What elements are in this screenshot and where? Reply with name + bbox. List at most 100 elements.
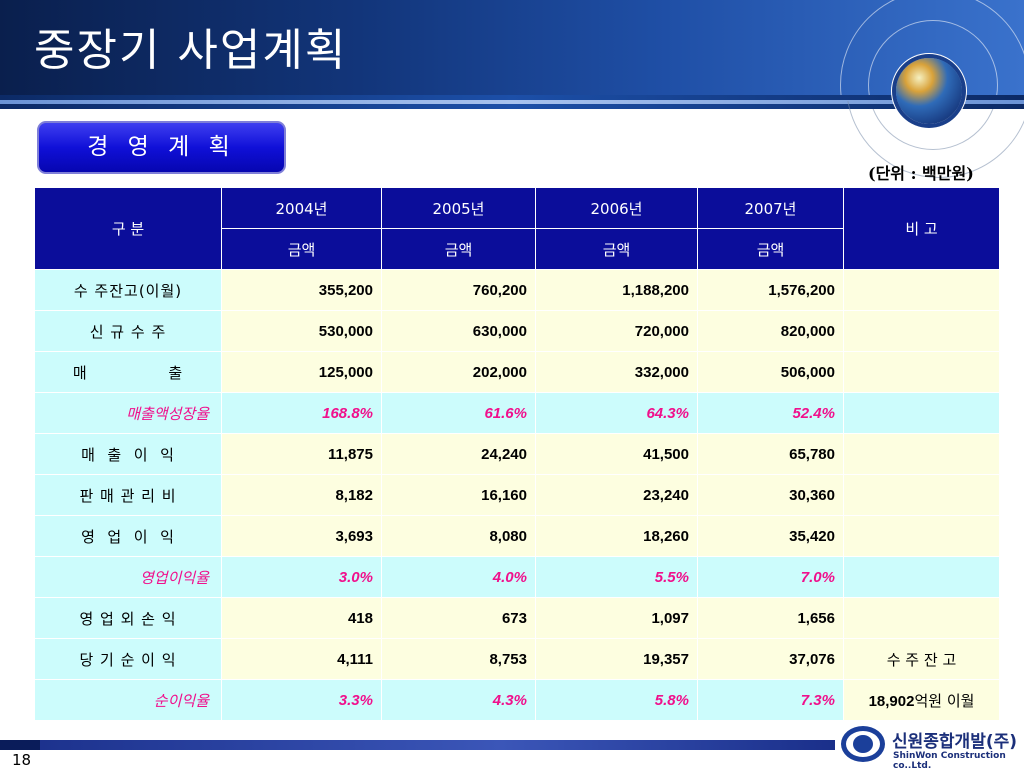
- page-title: 중장기 사업계획: [34, 25, 348, 76]
- note-header: 비 고: [843, 187, 1000, 270]
- value-cell: 19,357: [535, 638, 698, 680]
- header-stripe: [0, 100, 1024, 104]
- amount-header: 금액: [221, 228, 382, 270]
- section-label: 경 영 계 획: [37, 121, 286, 174]
- category-header: 구 분: [34, 187, 222, 270]
- header-band: [0, 95, 1024, 109]
- value-cell: 3,693: [221, 515, 382, 557]
- value-cell: 418: [221, 597, 382, 639]
- value-cell: 760,200: [381, 269, 536, 311]
- amount-header: 금액: [535, 228, 698, 270]
- value-cell: 506,000: [697, 351, 844, 393]
- value-cell: 8,753: [381, 638, 536, 680]
- note-cell: [843, 433, 1000, 475]
- row-label: 판 매 관 리 비: [34, 474, 222, 516]
- value-cell: 65,780: [697, 433, 844, 475]
- table-row: 신 규 수 주 530,000 630,000 720,000 820,000: [34, 310, 1000, 352]
- value-cell: 1,656: [697, 597, 844, 639]
- row-label: 순이익율: [34, 679, 222, 721]
- row-label: 영 업 외 손 익: [34, 597, 222, 639]
- value-cell: 720,000: [535, 310, 698, 352]
- note-cell: [843, 392, 1000, 434]
- row-label: 매출액성장율: [34, 392, 222, 434]
- unit-label: (단위 : 백만원): [868, 164, 974, 183]
- value-cell: 16,160: [381, 474, 536, 516]
- note-cell: [843, 597, 1000, 639]
- amount-header: 금액: [381, 228, 536, 270]
- globe-icon: [896, 58, 962, 124]
- value-cell: 8,080: [381, 515, 536, 557]
- value-cell: 3.0%: [221, 556, 382, 598]
- value-cell: 18,260: [535, 515, 698, 557]
- value-cell: 23,240: [535, 474, 698, 516]
- row-label: 매 출: [34, 351, 222, 393]
- note-cell: [843, 310, 1000, 352]
- table-row: 영 업 외 손 익 418 673 1,097 1,656: [34, 597, 1000, 639]
- table-row: 당 기 순 이 익 4,111 8,753 19,357 37,076 수 주 …: [34, 638, 1000, 680]
- value-cell: 52.4%: [697, 392, 844, 434]
- row-label: 수 주잔고(이월): [34, 269, 222, 311]
- note-cell: [843, 556, 1000, 598]
- year-header: 2004년: [221, 187, 382, 229]
- value-cell: 530,000: [221, 310, 382, 352]
- note-cell: 18,902억원 이월: [843, 679, 1000, 721]
- note-cell: [843, 515, 1000, 557]
- table-row: 수 주잔고(이월) 355,200 760,200 1,188,200 1,57…: [34, 269, 1000, 311]
- value-cell: 202,000: [381, 351, 536, 393]
- value-cell: 820,000: [697, 310, 844, 352]
- value-cell: 332,000: [535, 351, 698, 393]
- value-cell: 35,420: [697, 515, 844, 557]
- amount-header: 금액: [697, 228, 844, 270]
- value-cell: 37,076: [697, 638, 844, 680]
- value-cell: 3.3%: [221, 679, 382, 721]
- row-label: 신 규 수 주: [34, 310, 222, 352]
- footer-accent: [0, 740, 40, 750]
- value-cell: 5.8%: [535, 679, 698, 721]
- company-name-ko: 신원종합개발(주): [892, 732, 1018, 752]
- value-cell: 4,111: [221, 638, 382, 680]
- row-label: 매 출 이 익: [34, 433, 222, 475]
- table-row: 영 업 이 익 3,693 8,080 18,260 35,420: [34, 515, 1000, 557]
- value-cell: 5.5%: [535, 556, 698, 598]
- value-cell: 7.0%: [697, 556, 844, 598]
- footer-bar: [0, 740, 835, 750]
- year-header: 2007년: [697, 187, 844, 229]
- value-cell: 61.6%: [381, 392, 536, 434]
- value-cell: 1,576,200: [697, 269, 844, 311]
- value-cell: 673: [381, 597, 536, 639]
- note-amount: 18,902: [868, 692, 915, 710]
- value-cell: 30,360: [697, 474, 844, 516]
- value-cell: 125,000: [221, 351, 382, 393]
- table-row: 순이익율 3.3% 4.3% 5.8% 7.3% 18,902억원 이월: [34, 679, 1000, 721]
- value-cell: 24,240: [381, 433, 536, 475]
- value-cell: 8,182: [221, 474, 382, 516]
- note-text: 억원 이월: [914, 691, 975, 710]
- note-cell: 수 주 잔 고: [843, 638, 1000, 680]
- row-label: 당 기 순 이 익: [34, 638, 222, 680]
- title-banner: 중장기 사업계획: [0, 0, 1024, 95]
- company-name-en: ShinWon Construction co.,Ltd.: [893, 751, 1006, 768]
- value-cell: 7.3%: [697, 679, 844, 721]
- value-cell: 11,875: [221, 433, 382, 475]
- table-row: 매 출 이 익 11,875 24,240 41,500 65,780: [34, 433, 1000, 475]
- value-cell: 630,000: [381, 310, 536, 352]
- value-cell: 168.8%: [221, 392, 382, 434]
- value-cell: 4.0%: [381, 556, 536, 598]
- table-row: 판 매 관 리 비 8,182 16,160 23,240 30,360: [34, 474, 1000, 516]
- value-cell: 64.3%: [535, 392, 698, 434]
- row-label: 영업이익율: [34, 556, 222, 598]
- year-header: 2006년: [535, 187, 698, 229]
- note-cell: [843, 269, 1000, 311]
- page-number: 18: [12, 751, 32, 768]
- table-row: 매출액성장율 168.8% 61.6% 64.3% 52.4%: [34, 392, 1000, 434]
- note-cell: [843, 351, 1000, 393]
- year-header: 2005년: [381, 187, 536, 229]
- company-logo-icon: [841, 726, 885, 762]
- value-cell: 1,097: [535, 597, 698, 639]
- table-row: 매 출 125,000 202,000 332,000 506,000: [34, 351, 1000, 393]
- table-row: 영업이익율 3.0% 4.0% 5.5% 7.0%: [34, 556, 1000, 598]
- value-cell: 41,500: [535, 433, 698, 475]
- business-plan-table: 구 분 2004년 2005년 2006년 2007년 비 고 금액 금액 금액…: [34, 187, 1000, 721]
- value-cell: 1,188,200: [535, 269, 698, 311]
- note-cell: [843, 474, 1000, 516]
